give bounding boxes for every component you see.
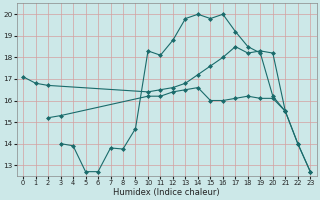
X-axis label: Humidex (Indice chaleur): Humidex (Indice chaleur) xyxy=(113,188,220,197)
